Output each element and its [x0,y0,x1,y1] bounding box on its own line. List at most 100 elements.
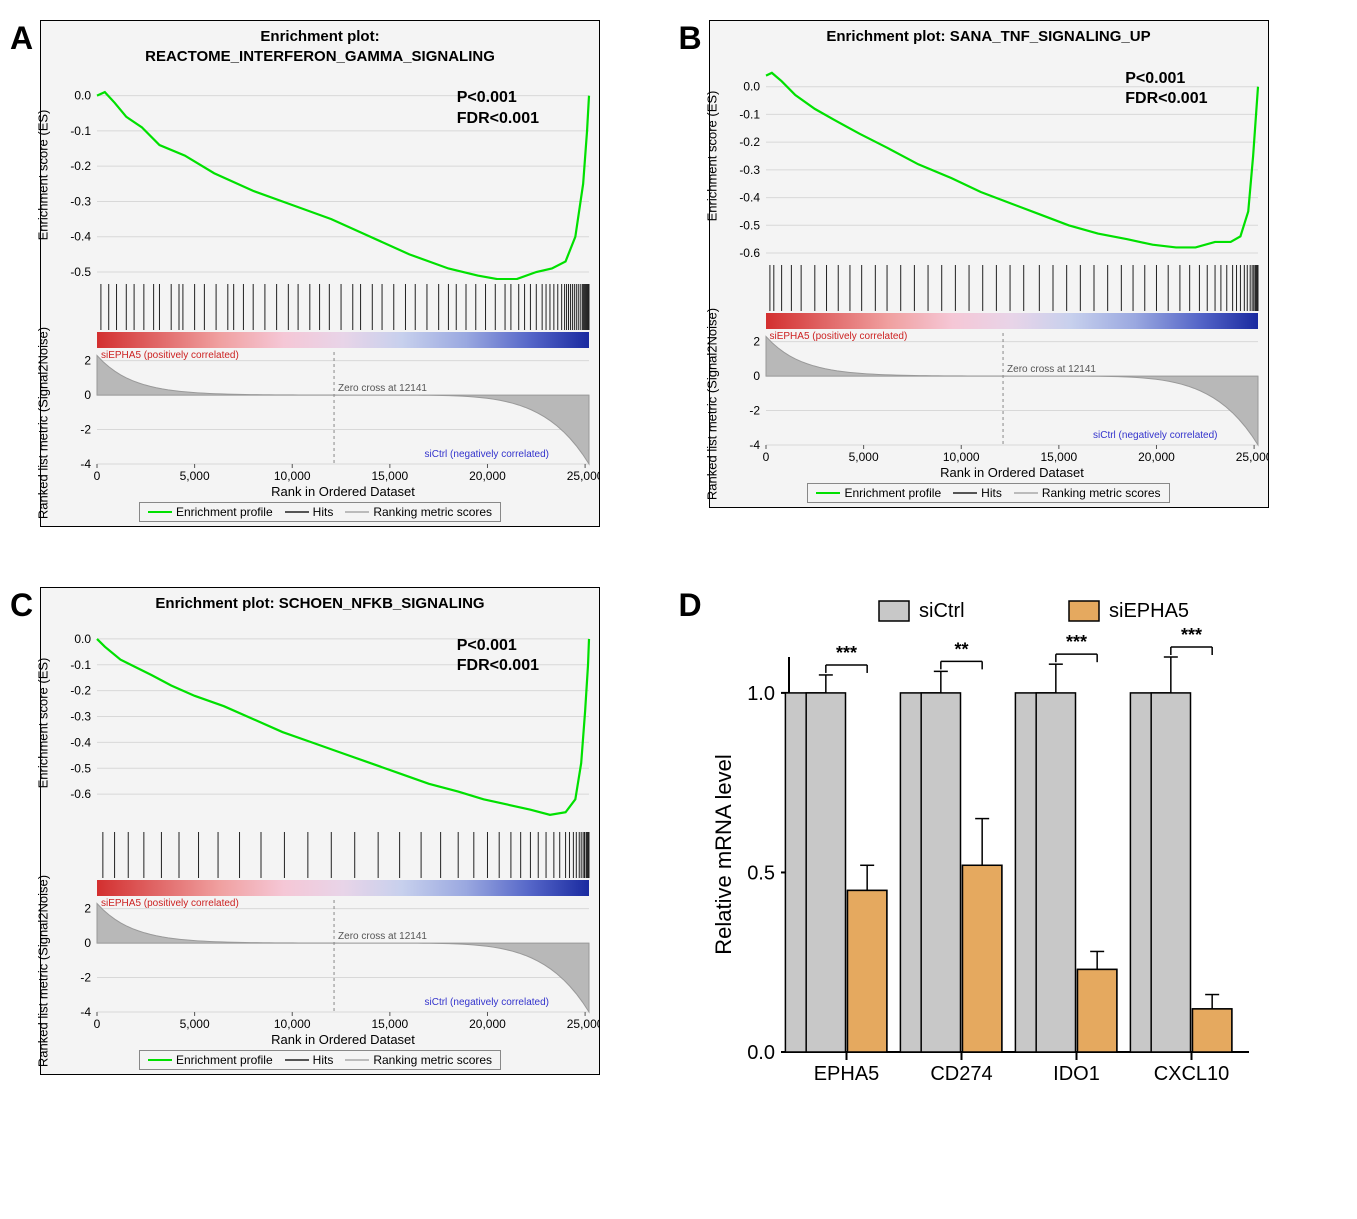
svg-text:10,000: 10,000 [942,450,979,464]
gsea-legend: Enrichment profileHitsRanking metric sco… [139,502,501,522]
svg-text:0.0: 0.0 [74,89,91,103]
svg-text:10,000: 10,000 [274,1017,311,1031]
es-ylabel: Enrichment score (ES) [36,657,51,788]
svg-text:-2: -2 [80,970,91,984]
es-ylabel: Enrichment score (ES) [704,90,719,221]
svg-text:0.0: 0.0 [743,79,760,93]
svg-text:-0.5: -0.5 [70,761,91,775]
svg-text:5,000: 5,000 [848,450,878,464]
svg-text:-0.1: -0.1 [70,124,91,138]
svg-text:IDO1: IDO1 [1053,1063,1100,1085]
svg-text:15,000: 15,000 [372,1017,409,1031]
svg-text:10,000: 10,000 [274,469,311,483]
gsea-legend: Enrichment profileHitsRanking metric sco… [139,1050,501,1070]
svg-text:0: 0 [94,1017,101,1031]
svg-text:0.5: 0.5 [747,862,775,884]
svg-text:20,000: 20,000 [469,469,506,483]
svg-text:2: 2 [84,901,91,915]
svg-text:-0.3: -0.3 [739,162,760,176]
svg-text:25,000: 25,000 [567,469,599,483]
panel-letter: A [10,20,33,57]
panel-d: D 0.00.51.0Relative mRNA levelsiCtrlsiEP… [709,587,1318,1107]
figure-grid: A Enrichment plot:REACTOME_INTERFERON_GA… [0,0,1357,1127]
svg-text:siCtrl: siCtrl [919,600,965,622]
svg-text:-0.6: -0.6 [70,787,91,801]
svg-text:Rank in Ordered Dataset: Rank in Ordered Dataset [271,484,415,498]
svg-text:0.0: 0.0 [747,1042,775,1064]
panel-letter: C [10,587,33,624]
stats-annotation: P<0.001FDR<0.001 [1125,69,1207,111]
panel-a: A Enrichment plot:REACTOME_INTERFERON_GA… [40,20,649,527]
gsea-title: Enrichment plot: SCHOEN_NFKB_SIGNALING [45,592,595,616]
svg-text:15,000: 15,000 [372,469,409,483]
svg-text:0: 0 [94,469,101,483]
svg-text:CD274: CD274 [930,1063,992,1085]
panel-letter: D [679,587,702,624]
neg-corr-label: siCtrl (negatively correlated) [425,997,550,1008]
svg-text:***: *** [835,643,856,663]
svg-text:Zero cross at 12141: Zero cross at 12141 [1007,364,1096,375]
svg-text:-0.4: -0.4 [70,735,91,749]
panel-b: B Enrichment plot: SANA_TNF_SIGNALING_UP… [709,20,1318,527]
svg-text:-0.5: -0.5 [739,218,760,232]
svg-text:-0.2: -0.2 [70,159,91,173]
svg-text:25,000: 25,000 [1235,450,1267,464]
svg-text:15,000: 15,000 [1040,450,1077,464]
ranked-ylabel: Ranked list metric (Signal2Noise) [704,307,719,499]
svg-text:2: 2 [84,354,91,368]
svg-text:-2: -2 [749,403,760,417]
gsea-legend: Enrichment profileHitsRanking metric sco… [807,483,1169,503]
ranked-ylabel: Ranked list metric (Signal2Noise) [36,327,51,519]
svg-text:-0.1: -0.1 [739,107,760,121]
svg-text:Zero cross at 12141: Zero cross at 12141 [338,383,427,394]
svg-text:-0.3: -0.3 [70,194,91,208]
svg-text:EPHA5: EPHA5 [813,1063,879,1085]
svg-text:-0.3: -0.3 [70,709,91,723]
svg-text:20,000: 20,000 [1138,450,1175,464]
svg-text:0.0: 0.0 [74,631,91,645]
svg-text:25,000: 25,000 [567,1017,599,1031]
gsea-plot-c: Enrichment plot: SCHOEN_NFKB_SIGNALING En… [40,587,600,1075]
svg-text:-0.4: -0.4 [739,190,760,204]
svg-text:20,000: 20,000 [469,1017,506,1031]
bar-chart: 0.0 0.5 1.0 Relative mRNA level siCtrl siEPHA… [709,587,1269,1107]
svg-text:Zero cross at 12141: Zero cross at 12141 [338,931,427,942]
svg-text:-4: -4 [749,438,760,452]
neg-corr-label: siCtrl (negatively correlated) [425,449,550,460]
svg-text:Rank in Ordered Dataset: Rank in Ordered Dataset [940,465,1084,479]
svg-text:-2: -2 [80,423,91,437]
svg-text:-4: -4 [80,1005,91,1019]
svg-text:CXCL10: CXCL10 [1153,1063,1229,1085]
svg-text:**: ** [954,639,968,659]
pos-corr-label: siEPHA5 (positively correlated) [101,898,239,909]
svg-text:-4: -4 [80,457,91,471]
svg-text:5,000: 5,000 [180,1017,210,1031]
neg-corr-label: siCtrl (negatively correlated) [1093,430,1218,441]
ranked-ylabel: Ranked list metric (Signal2Noise) [36,874,51,1066]
panel-c: C Enrichment plot: SCHOEN_NFKB_SIGNALING… [40,587,649,1107]
svg-text:-0.6: -0.6 [739,246,760,260]
gsea-title: Enrichment plot:REACTOME_INTERFERON_GAMM… [45,25,595,68]
svg-text:-0.2: -0.2 [70,683,91,697]
stats-annotation: P<0.001FDR<0.001 [457,88,539,130]
svg-text:0: 0 [84,936,91,950]
svg-text:1.0: 1.0 [747,683,775,705]
pos-corr-label: siEPHA5 (positively correlated) [101,350,239,361]
stats-annotation: P<0.001FDR<0.001 [457,636,539,678]
pos-corr-label: siEPHA5 (positively correlated) [770,331,908,342]
gsea-plot-b: Enrichment plot: SANA_TNF_SIGNALING_UP En… [709,20,1269,508]
svg-text:0: 0 [84,388,91,402]
svg-text:***: *** [1180,625,1201,645]
svg-text:0: 0 [762,450,769,464]
svg-text:-0.2: -0.2 [739,135,760,149]
svg-text:Rank in Ordered Dataset: Rank in Ordered Dataset [271,1032,415,1046]
svg-text:-0.1: -0.1 [70,657,91,671]
svg-text:***: *** [1065,632,1086,652]
svg-text:siEPHA5: siEPHA5 [1109,600,1189,622]
svg-text:-0.4: -0.4 [70,230,91,244]
gsea-title: Enrichment plot: SANA_TNF_SIGNALING_UP [714,25,1264,49]
es-ylabel: Enrichment score (ES) [36,110,51,241]
svg-text:2: 2 [753,334,760,348]
svg-text:-0.5: -0.5 [70,265,91,279]
svg-text:Relative mRNA level: Relative mRNA level [711,754,736,955]
